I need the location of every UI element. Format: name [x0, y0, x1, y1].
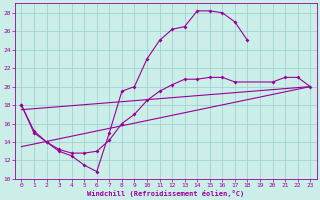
X-axis label: Windchill (Refroidissement éolien,°C): Windchill (Refroidissement éolien,°C) — [87, 190, 244, 197]
